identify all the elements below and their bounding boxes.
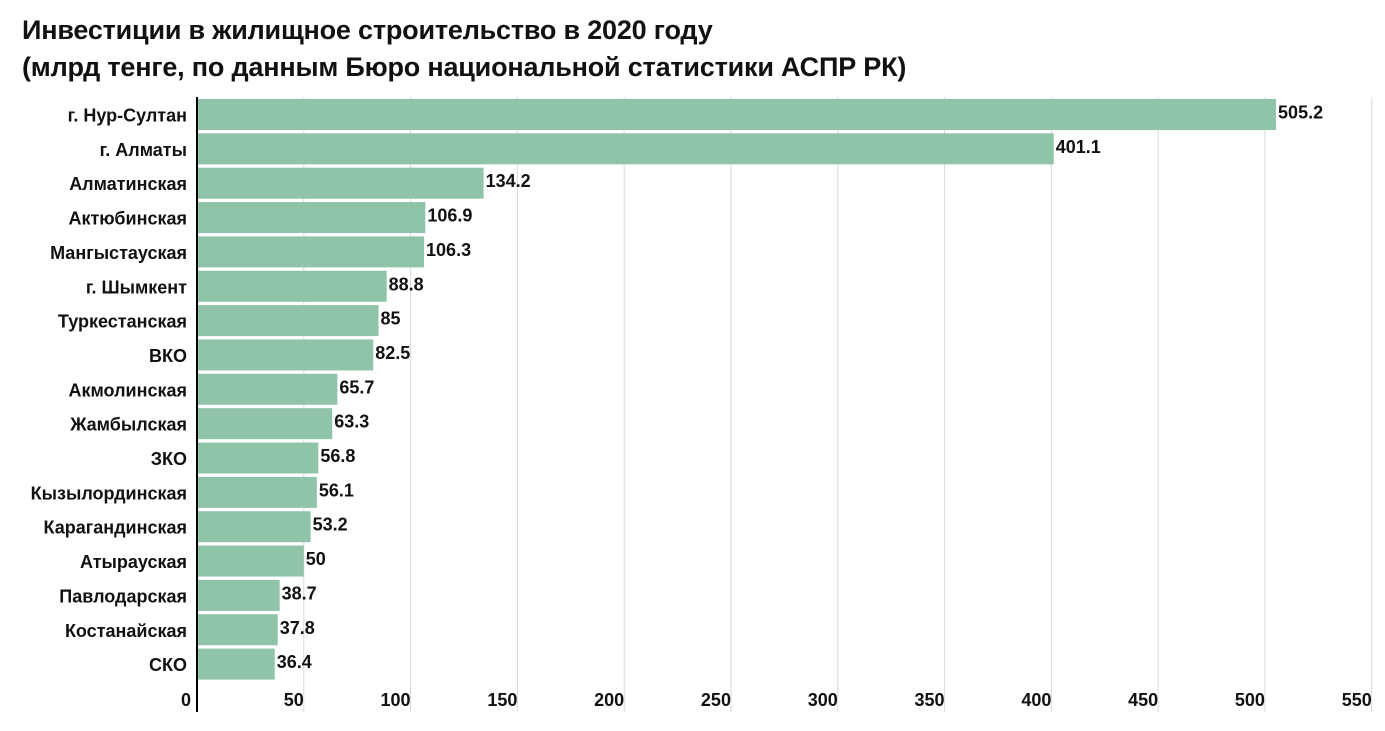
category-label: г. Нур-Султан — [68, 106, 187, 126]
category-label: Туркестанская — [58, 312, 187, 332]
category-label: г. Алматы — [100, 140, 187, 160]
x-tick-label: 250 — [701, 690, 731, 710]
category-label: Карагандинская — [44, 518, 188, 538]
value-labels: 505.2 401.1 134.2 106.9 106.388.8 85 82.565.7 6… — [277, 103, 1323, 673]
category-label: СКО — [149, 655, 187, 675]
value-label: 36.4 — [277, 652, 312, 672]
bar — [197, 236, 425, 268]
x-tick-label: 0 — [181, 690, 191, 710]
bar — [197, 99, 1277, 130]
value-label: 106.3 — [426, 240, 471, 260]
category-label: Жамбылская — [69, 415, 187, 435]
category-label: Павлодарская — [59, 586, 187, 606]
bar — [197, 545, 304, 577]
category-label: Кызылординская — [31, 483, 187, 503]
bar — [197, 339, 374, 371]
bar — [197, 270, 387, 302]
x-tick-label: 100 — [381, 690, 411, 710]
chart-subtitle: (млрд тенге, по данным Бюро национальной… — [22, 52, 907, 82]
x-tick-label: 450 — [1128, 690, 1158, 710]
value-label: 53.2 — [313, 515, 348, 535]
chart-title-block: Инвестиции в жилищное строительство в 20… — [22, 12, 906, 86]
bar — [197, 133, 1054, 165]
bar — [197, 408, 333, 440]
value-label: 65.7 — [339, 377, 374, 397]
x-tick-label: 50 — [284, 690, 304, 710]
bar — [197, 614, 278, 646]
value-label: 88.8 — [389, 274, 424, 294]
value-label: 37.8 — [280, 618, 315, 638]
value-label: 134.2 — [486, 171, 531, 191]
x-tick-label: 200 — [594, 690, 624, 710]
x-axis-tick-labels: 0 50 100 150 200 250 300 350 400 450 500 550 — [181, 690, 1372, 710]
value-label: 50 — [306, 549, 326, 569]
value-label: 106.9 — [427, 206, 472, 226]
value-label: 56.8 — [320, 446, 355, 466]
bar — [197, 167, 484, 199]
x-tick-label: 550 — [1342, 690, 1372, 710]
chart-title: Инвестиции в жилищное строительство в 20… — [22, 15, 713, 45]
category-label: Акмолинская — [68, 380, 187, 400]
category-label: г. Шымкент — [86, 277, 187, 297]
value-label: 505.2 — [1278, 103, 1323, 123]
value-label: 56.1 — [319, 480, 354, 500]
category-label: Костанайская — [65, 621, 187, 641]
value-label: 82.5 — [375, 343, 410, 363]
bar — [197, 511, 311, 543]
value-label: 63.3 — [334, 412, 369, 432]
category-label: Мангыстауская — [50, 243, 187, 263]
bar — [197, 648, 275, 680]
category-label: Алматинская — [69, 174, 187, 194]
grid-lines — [303, 97, 1373, 712]
value-label: 38.7 — [282, 583, 317, 603]
bar — [197, 373, 338, 405]
bar — [197, 442, 319, 474]
bar — [197, 476, 317, 508]
bars — [197, 99, 1277, 680]
x-tick-label: 150 — [487, 690, 517, 710]
category-label: Атырауская — [80, 552, 187, 572]
x-tick-label: 400 — [1021, 690, 1051, 710]
x-tick-label: 350 — [915, 690, 945, 710]
value-label: 85 — [381, 309, 401, 329]
category-labels: г. Нур-Султан г. Алматы Алматинская Актюбин… — [31, 106, 188, 676]
bar — [197, 305, 379, 337]
category-label: Актюбинская — [68, 209, 187, 229]
category-label: ВКО — [149, 346, 187, 366]
bar — [197, 202, 426, 234]
x-tick-label: 500 — [1235, 690, 1265, 710]
value-label: 401.1 — [1056, 137, 1101, 157]
x-tick-label: 300 — [808, 690, 838, 710]
bar — [197, 579, 280, 611]
category-label: ЗКО — [151, 449, 187, 469]
